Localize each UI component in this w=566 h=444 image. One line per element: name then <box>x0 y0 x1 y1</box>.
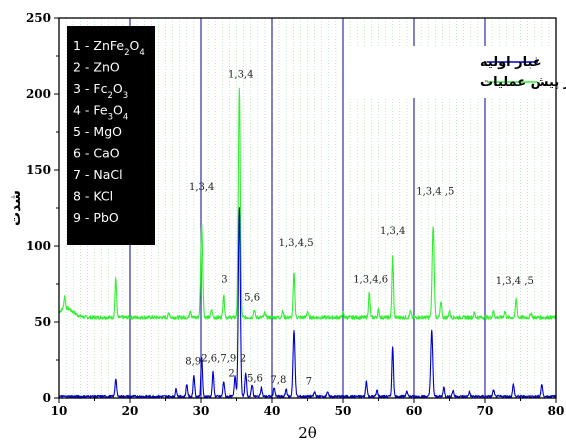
axis-ticks: 10 20 30 40 50 60 70 80 0 50 100 150 200 250 <box>26 11 564 418</box>
key-entry-part: 4 <box>123 113 128 123</box>
key-entry-part: O <box>113 103 123 118</box>
key-entry-part: 5 - MgO <box>73 124 122 139</box>
legend-label: غبار اولیه <box>480 55 542 70</box>
key-entry: 4 - Fe3O4 <box>73 103 128 123</box>
peak-annotation: 8,9 <box>185 357 201 368</box>
y-tick-label: 50 <box>34 315 51 329</box>
y-axis-label: شدت <box>8 190 24 226</box>
series-layer <box>58 87 557 399</box>
key-entry: 1 - ZnFe2O4 <box>73 38 145 58</box>
y-tick-label: 100 <box>26 239 51 253</box>
peak-annotation: 5,6 <box>247 373 263 384</box>
key-entry-part: 3 <box>123 91 128 101</box>
y-tick-label: 200 <box>26 87 51 101</box>
key-box-background <box>67 26 155 245</box>
peak-annotation: 3 <box>221 274 227 285</box>
x-axis-label: 2θ <box>298 424 317 442</box>
key-entry: 9 - PbO <box>73 210 119 225</box>
peak-annotation: 2,6,7,9 <box>201 354 236 365</box>
peak-annotation: 2 <box>240 354 246 365</box>
key-entry: 2 - ZnO <box>73 60 120 75</box>
key-entry-part: 9 - PbO <box>73 210 119 225</box>
peak-annotation: 1,3,4 <box>189 182 214 193</box>
legend: غبار اولیه غبار پیش عملیات <box>344 46 566 98</box>
y-tick-label: 150 <box>26 163 51 177</box>
key-entry-part: 3 - Fc <box>73 81 108 96</box>
peak-annotations: 1,3,4,91,3,41,3,435,61,3,4,51,3,4,61,3,4… <box>99 69 534 387</box>
key-entry: 3 - Fc2O3 <box>73 81 128 101</box>
key-entry-part: 2 <box>124 48 129 58</box>
x-tick-label: 50 <box>335 404 352 418</box>
y-tick-label: 0 <box>43 391 51 405</box>
legend-label: غبار پیش عملیات <box>480 75 566 90</box>
x-tick-label: 60 <box>406 404 423 418</box>
peak-annotation: 1,3,4 ,5 <box>416 186 454 197</box>
key-entry-part: 6 - CaO <box>73 146 120 161</box>
key-entry: 5 - MgO <box>73 124 122 139</box>
key-entry-part: 2 <box>107 91 112 101</box>
key-entry-part: 4 - Fe <box>73 103 108 118</box>
series-line-1 <box>58 207 557 399</box>
key-entry: 7 - NaCl <box>73 167 123 182</box>
key-entry-part: 8 - KCl <box>73 189 113 204</box>
peak-annotation: 7,8 <box>270 375 286 386</box>
key-entry: 8 - KCl <box>73 189 113 204</box>
x-tick-label: 80 <box>548 404 565 418</box>
y-tick-label: 250 <box>26 11 51 25</box>
peak-annotation: 7 <box>306 376 312 387</box>
key-entry-part: 2 - ZnO <box>73 60 120 75</box>
peak-annotation: 1,3,4,5 <box>279 238 314 249</box>
peak-annotation: 1,3,4 <box>228 69 253 80</box>
peak-annotation: 2 <box>228 369 234 380</box>
x-tick-label: 30 <box>193 404 210 418</box>
peak-annotation: 5,6 <box>244 293 260 304</box>
key-entry-part: 3 <box>108 113 113 123</box>
key-entry-part: 4 <box>139 48 144 58</box>
x-tick-label: 20 <box>122 404 139 418</box>
peak-annotation: 1,3,4 <box>380 226 405 237</box>
peak-annotation: 1,3,4 ,5 <box>496 276 534 287</box>
x-tick-label: 10 <box>51 404 68 418</box>
key-entry-part: O <box>113 81 123 96</box>
x-tick-label: 70 <box>477 404 494 418</box>
series-line-2 <box>58 87 557 320</box>
key-entry-part: 1 - ZnFe <box>73 38 124 53</box>
x-tick-label: 40 <box>264 404 281 418</box>
legend-background <box>344 46 552 98</box>
peak-annotation: 1,3,4,6 <box>353 274 388 285</box>
key-entry-part: 7 - NaCl <box>73 167 123 182</box>
key-entry: 6 - CaO <box>73 146 120 161</box>
key-entry-part: O <box>130 38 140 53</box>
